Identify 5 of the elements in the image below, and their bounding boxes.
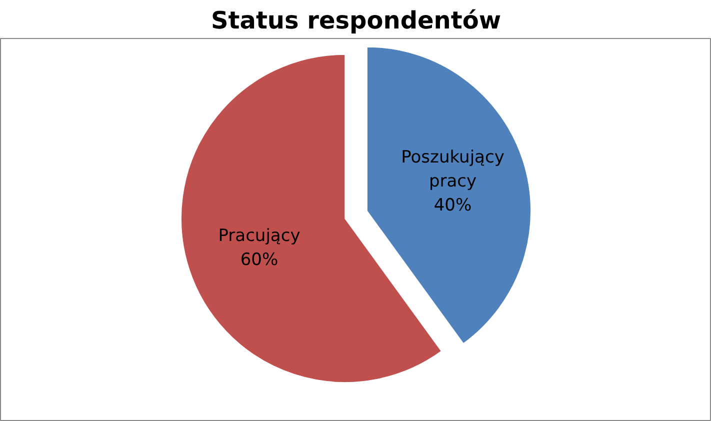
data-label: 60%	[240, 250, 278, 270]
data-label: 40%	[434, 195, 472, 216]
chart-title: Status respondentów	[211, 6, 501, 34]
slice-label: Poszukujący pracy	[401, 147, 504, 192]
slice-label: Pracujący	[218, 226, 300, 246]
